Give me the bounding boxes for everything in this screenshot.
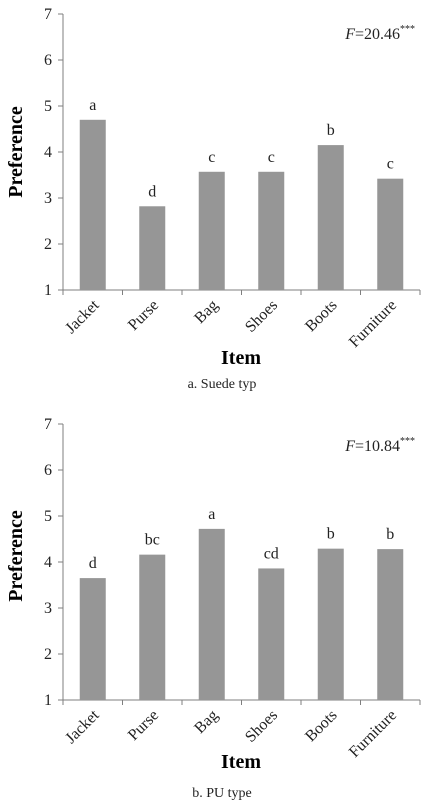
bar-purse <box>139 206 166 290</box>
y-tick-label: 3 <box>44 600 52 617</box>
panel-caption: a. Suede typ <box>188 377 257 392</box>
significance-label: d <box>89 555 97 572</box>
y-tick-label: 4 <box>44 144 52 161</box>
x-category-label: Purse <box>125 707 162 744</box>
bar-shoes <box>258 171 285 290</box>
significance-label: b <box>327 526 335 543</box>
y-tick-label: 5 <box>44 98 52 115</box>
bar-jacket <box>79 119 106 290</box>
significance-label: b <box>386 526 394 543</box>
significance-label: a <box>208 506 215 523</box>
y-tick-label: 7 <box>44 6 52 23</box>
y-tick-label: 6 <box>44 462 52 479</box>
significance-label: d <box>148 183 156 200</box>
y-tick-label: 7 <box>44 416 52 433</box>
y-axis-title: Preference <box>5 106 27 198</box>
bar-boots <box>317 145 344 290</box>
y-tick-label: 1 <box>44 692 52 709</box>
bar-shoes <box>258 568 285 700</box>
y-tick-label: 2 <box>44 646 52 663</box>
x-category-label: Shoes <box>242 297 281 336</box>
panel-caption: b. PU type <box>192 786 252 801</box>
x-category-label: Shoes <box>242 707 281 746</box>
bar-furniture <box>377 549 404 700</box>
bar-boots <box>317 548 344 700</box>
y-tick-label: 5 <box>44 508 52 525</box>
f-statistic-stars: *** <box>400 436 415 447</box>
significance-label: c <box>208 149 215 166</box>
chart-panel-suede: Preference Item F=20.46*** a. Suede typ … <box>5 6 421 392</box>
chart-panel-pu: Preference Item F=10.84*** b. PU type 1 2… <box>5 416 421 801</box>
x-category-label: Jacket <box>62 706 103 747</box>
f-statistic-symbol: F <box>344 26 355 43</box>
x-category-label: Furniture <box>346 707 400 761</box>
f-statistic: F=10.84*** <box>344 436 415 455</box>
y-tick-label: 2 <box>44 236 52 253</box>
significance-label: bc <box>145 532 160 549</box>
x-category-label: Furniture <box>346 297 400 351</box>
bar-bag <box>198 171 225 290</box>
y-tick-label: 4 <box>44 554 52 571</box>
y-tick-label: 3 <box>44 190 52 207</box>
x-category-label: Bag <box>191 707 221 737</box>
bar-jacket <box>79 578 106 700</box>
f-statistic-stars: *** <box>400 24 415 35</box>
bar-purse <box>139 554 166 700</box>
x-category-label: Bag <box>191 297 221 327</box>
significance-label: c <box>387 156 394 173</box>
y-tick-label: 6 <box>44 52 52 69</box>
y-tick-label: 1 <box>44 282 52 299</box>
x-axis-title: Item <box>221 347 261 369</box>
x-category-label: Purse <box>125 297 162 334</box>
significance-label: a <box>89 97 96 114</box>
f-statistic-symbol: F <box>344 438 355 455</box>
bar-bag <box>198 528 225 700</box>
significance-label: c <box>268 149 275 166</box>
bar-furniture <box>377 178 404 290</box>
x-axis-title: Item <box>221 751 261 773</box>
f-statistic-value: =20.46 <box>355 26 400 43</box>
y-axis-title: Preference <box>5 510 27 602</box>
significance-label: cd <box>264 545 279 562</box>
f-statistic: F=20.46*** <box>344 24 415 43</box>
f-statistic-value: =10.84 <box>355 438 400 455</box>
significance-label: b <box>327 122 335 139</box>
x-category-label: Jacket <box>62 296 103 337</box>
x-category-label: Boots <box>302 707 340 745</box>
x-category-label: Boots <box>302 297 340 335</box>
